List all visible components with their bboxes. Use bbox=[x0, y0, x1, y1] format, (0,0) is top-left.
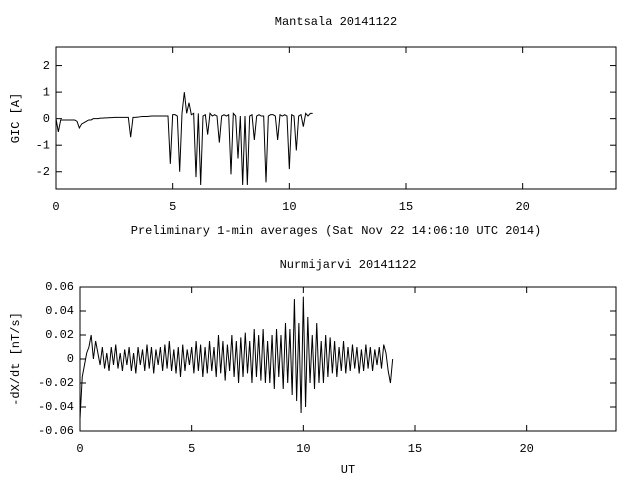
x-tick-label: 15 bbox=[408, 442, 422, 456]
x-tick-label: 5 bbox=[188, 442, 195, 456]
plot-frame bbox=[55, 46, 617, 190]
x-tick-label: 10 bbox=[296, 442, 310, 456]
chart-title: Mantsala 20141122 bbox=[275, 15, 397, 29]
y-tick-label: 2 bbox=[43, 59, 50, 73]
x-axis-label: UT bbox=[341, 463, 355, 477]
x-tick-label: 0 bbox=[52, 200, 59, 214]
x-tick-label: 15 bbox=[399, 200, 413, 214]
y-axis-label: GIC [A] bbox=[9, 93, 23, 143]
x-tick-label: 20 bbox=[519, 442, 533, 456]
x-axis-label: Preliminary 1-min averages (Sat Nov 22 1… bbox=[131, 224, 541, 238]
chart-title: Nurmijarvi 20141122 bbox=[280, 258, 417, 272]
y-tick-label: -0.04 bbox=[38, 400, 74, 414]
y-tick-label: -0.06 bbox=[38, 424, 74, 438]
data-line bbox=[79, 296, 394, 420]
y-tick-label: 0.04 bbox=[45, 304, 74, 318]
y-tick-label: 0.02 bbox=[45, 328, 74, 342]
data-line bbox=[55, 92, 313, 186]
y-tick-label: 0 bbox=[43, 112, 50, 126]
x-tick-label: 5 bbox=[169, 200, 176, 214]
y-tick-label: 1 bbox=[43, 85, 50, 99]
y-tick-label: 0 bbox=[67, 352, 74, 366]
y-tick-label: 0.06 bbox=[45, 280, 74, 294]
x-tick-label: 10 bbox=[282, 200, 296, 214]
x-tick-label: 0 bbox=[76, 442, 83, 456]
plot-frame bbox=[79, 286, 617, 432]
y-tick-label: -0.02 bbox=[38, 376, 74, 390]
x-tick-label: 20 bbox=[515, 200, 529, 214]
y-axis-label: -dX/dt [nT/s] bbox=[9, 312, 23, 406]
y-tick-label: -2 bbox=[36, 165, 50, 179]
y-tick-label: -1 bbox=[36, 138, 50, 152]
